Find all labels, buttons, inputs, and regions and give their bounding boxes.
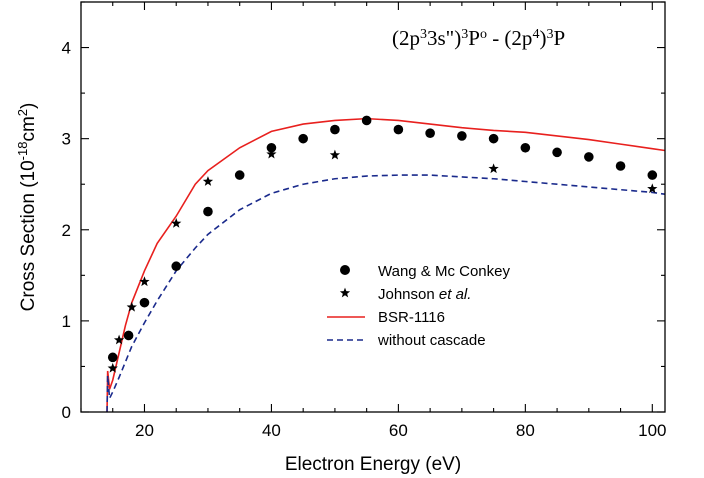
data-point-star (113, 334, 125, 345)
data-point-circle (488, 133, 499, 144)
y-axis-label: Cross Section (10-18cm2) (15, 103, 40, 312)
series-line-3 (106, 174, 665, 412)
data-point-circle (552, 147, 562, 158)
series-group (106, 115, 665, 412)
data-point-star (139, 276, 150, 287)
legend: Wang & Mc Conkey Johnson et al. BSR-1116… (327, 263, 510, 349)
legend-marker-wang (340, 265, 350, 275)
data-point-circle (425, 128, 435, 138)
x-tick-label: 60 (389, 421, 408, 440)
y-label-sup: -18 (15, 142, 30, 161)
y-tick-label: 2 (62, 221, 71, 240)
transition-annotation: (2p33s")3Po - (2p4)3P (392, 26, 565, 50)
y-tick-label: 1 (62, 312, 71, 331)
annotation-sup: 3 (461, 27, 468, 42)
legend-label-bsr: BSR-1116 (378, 309, 445, 326)
y-label-part: Cross Section (10 (18, 160, 39, 311)
plot-frame (80, 1, 666, 413)
data-point-circle (123, 330, 134, 341)
data-point-star (329, 149, 341, 160)
y-label-sup: 2 (15, 109, 30, 116)
data-point-circle (139, 297, 150, 308)
legend-label-johnson-italic: et al. (439, 286, 472, 303)
x-tick-label: 40 (262, 421, 281, 440)
data-point-star (488, 163, 499, 174)
data-point-star (107, 362, 118, 373)
data-point-star (202, 176, 214, 186)
annotation-sup: 4 (532, 27, 539, 42)
y-label-part: cm (18, 116, 39, 141)
annotation-sup: 3 (546, 27, 553, 42)
legend-label-johnson-main: Johnson (378, 286, 439, 303)
data-point-circle (393, 124, 404, 135)
annotation-part: P (468, 26, 480, 50)
annotation-part: ) (539, 26, 546, 50)
data-point-circle (647, 170, 658, 180)
data-point-circle (615, 161, 626, 171)
x-tick-label: 80 (516, 421, 535, 440)
data-point-circle (457, 131, 467, 141)
x-tick-label: 100 (638, 421, 666, 440)
data-point-circle (203, 206, 213, 217)
annotation-part: 3s") (427, 26, 461, 50)
data-point-circle (107, 352, 118, 363)
y-label-part: ) (18, 103, 39, 109)
plot-area (106, 115, 665, 412)
y-tick-label: 0 (62, 403, 71, 422)
annotation-sup: 3 (420, 27, 427, 42)
annotation-part: P (553, 26, 565, 50)
legend-marker-johnson (339, 287, 351, 298)
data-point-star (171, 218, 182, 228)
data-point-circle (520, 142, 531, 153)
x-axis-label: Electron Energy (eV) (285, 454, 461, 475)
x-tick-label: 20 (135, 421, 154, 440)
y-tick-label: 4 (62, 39, 71, 58)
data-point-circle (171, 261, 182, 272)
data-point-circle (298, 133, 308, 144)
legend-label-wang: Wang & Mc Conkey (378, 263, 510, 280)
annotation-part: - (2p (487, 26, 533, 50)
y-tick-label: 3 (62, 130, 71, 149)
data-point-circle (361, 115, 372, 126)
annotation-sup: o (480, 27, 487, 42)
legend-label-johnson: Johnson et al. (378, 286, 471, 303)
data-point-circle (266, 142, 277, 153)
data-point-circle (330, 124, 340, 135)
data-point-star (126, 301, 137, 312)
legend-label-no-cascade: without cascade (377, 332, 486, 349)
data-point-circle (584, 152, 594, 162)
data-point-circle (234, 170, 245, 180)
data-point-star (266, 148, 277, 159)
annotation-part: (2p (392, 26, 420, 50)
data-point-star (647, 183, 658, 194)
